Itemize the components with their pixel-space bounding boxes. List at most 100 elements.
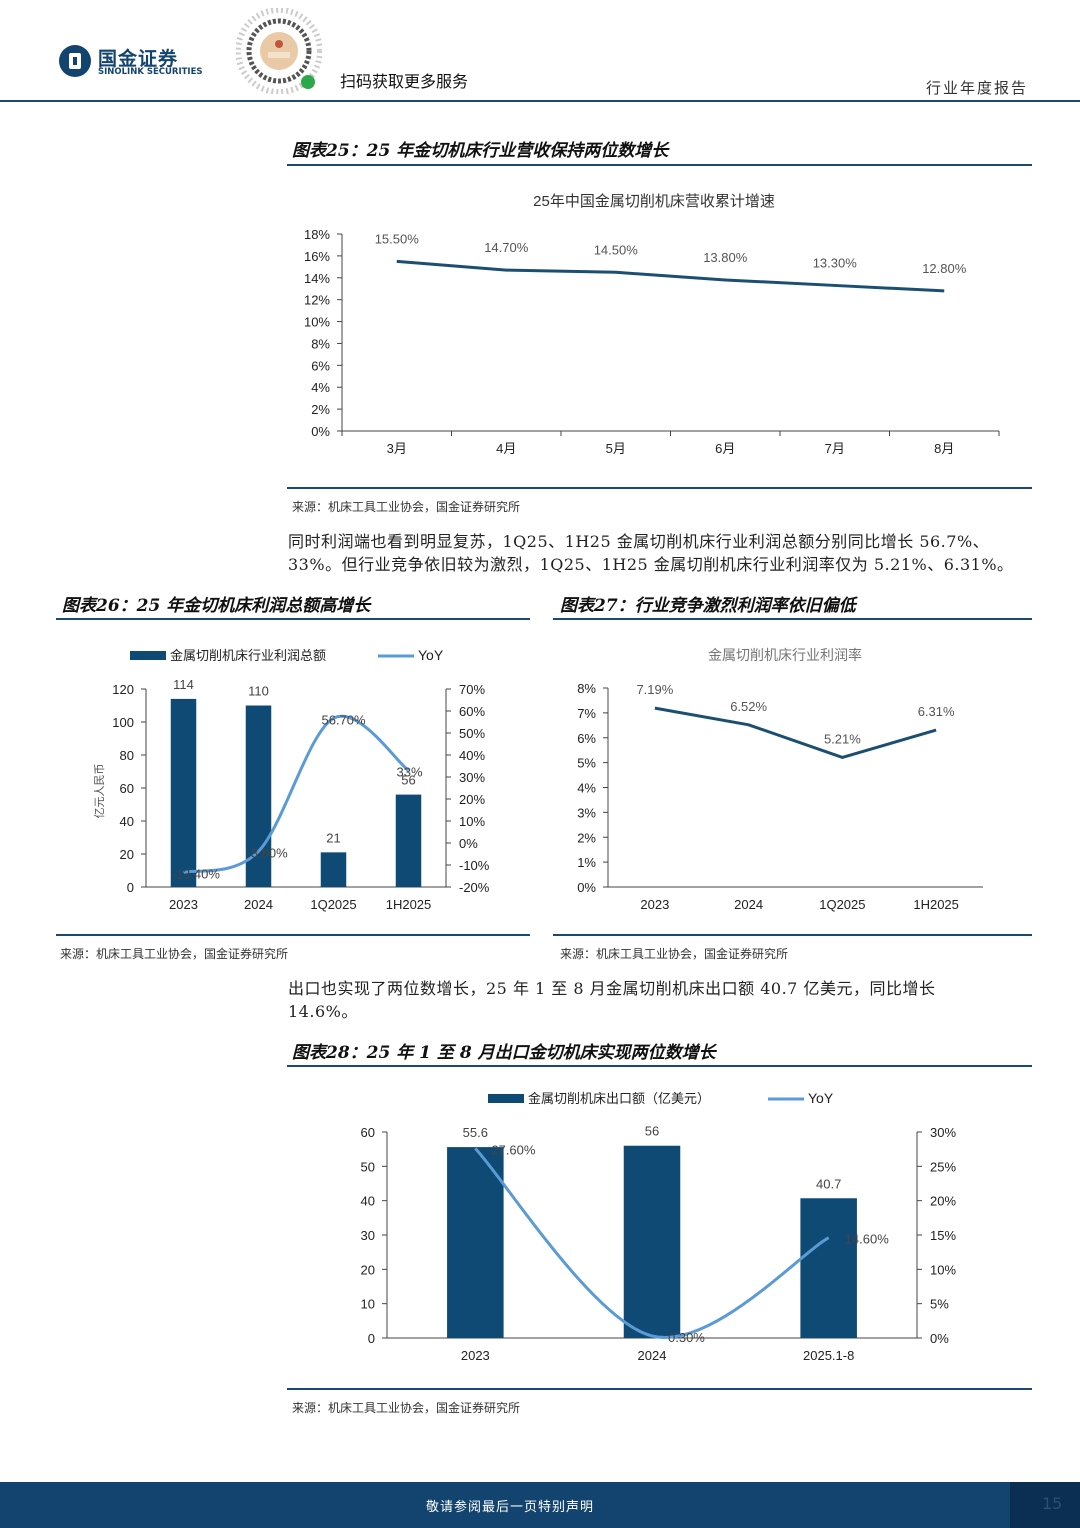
paragraph-export: 出口也实现了两位数增长，25 年 1 至 8 月金属切削机床出口额 40.7 亿… (288, 977, 1033, 1023)
fig27-source: 来源：机床工具工业协会，国金证券研究所 (560, 947, 789, 961)
fig25-xtick-label: 4月 (496, 441, 516, 456)
fig28-ytick-label: 30 (361, 1228, 375, 1243)
fig26-ytick-label: 60 (120, 781, 134, 796)
fig25-data-label: 15.50% (375, 231, 420, 246)
fig28-y2tick-label: 15% (930, 1228, 956, 1243)
fig25-data-label: 12.80% (922, 261, 967, 276)
fig25-data-label: 13.30% (813, 255, 858, 270)
header-divider (0, 100, 1080, 102)
fig27-data-label: 7.19% (636, 682, 673, 697)
fig27-ytick-label: 2% (577, 830, 596, 845)
fig28-caption: 图表28：25 年 1 至 8 月出口金切机床实现两位数增长 (292, 1043, 716, 1063)
fig26-bar (395, 794, 422, 887)
paragraph-export-line2: 14.6%。 (288, 1002, 358, 1021)
fig26-xtick-label: 2023 (169, 897, 198, 912)
fig26-yoy-label: 33% (397, 764, 423, 779)
fig26-top-rule (56, 618, 530, 620)
fig26-ytick-label: 40 (120, 814, 134, 829)
fig26-legend-bar-swatch (130, 651, 166, 660)
fig28-legend-bar-swatch (488, 1094, 524, 1103)
fig25-source: 来源：机床工具工业协会，国金证券研究所 (292, 500, 521, 514)
fig28-xtick-label: 2023 (461, 1348, 490, 1363)
fig25-data-label: 14.70% (484, 240, 529, 255)
fig26-y2tick-label: -10% (459, 858, 490, 873)
fig28-legend-line-label: YoY (808, 1090, 834, 1106)
paragraph-profit-line2: 33%。但行业竞争依旧较为激烈，1Q25、1H25 金属切削机床行业利润率仅为 … (288, 555, 1014, 574)
fig28-ytick-label: 60 (361, 1125, 375, 1140)
paragraph-export-line1: 出口也实现了两位数增长，25 年 1 至 8 月金属切削机床出口额 40.7 亿… (288, 979, 936, 998)
fig26-source: 来源：机床工具工业协会，国金证券研究所 (60, 947, 289, 961)
fig26-y2tick-label: 40% (459, 748, 485, 763)
fig26-yoy-label: 56.70% (322, 712, 367, 727)
fig28-bottom-rule (287, 1388, 1032, 1390)
fig25-xtick-label: 8月 (934, 441, 954, 456)
fig25-data-label: 14.50% (594, 242, 639, 257)
fig28-ytick-label: 0 (368, 1331, 375, 1346)
fig26-bar-label: 114 (173, 677, 194, 692)
fig27-top-rule (553, 618, 1032, 620)
fig26-y2tick-label: -20% (459, 880, 490, 895)
fig27-bottom-rule (553, 934, 1032, 936)
fig27-data-label: 6.52% (730, 699, 767, 714)
fig27-ytick-label: 1% (577, 855, 596, 870)
fig28-xtick-label: 2025.1-8 (803, 1348, 854, 1363)
fig28-bar (623, 1145, 681, 1338)
qr-code[interactable] (235, 7, 323, 95)
fig28-bar (447, 1147, 504, 1338)
fig27-xtick-label: 2024 (734, 897, 763, 912)
fig26-y2tick-label: 10% (459, 814, 485, 829)
fig26-ylabel: 亿元人民币 (93, 764, 106, 819)
fig26-bar-label: 21 (326, 830, 340, 845)
fig28-yoy-label: 0.30% (668, 1330, 705, 1345)
fig27-ytick-label: 4% (577, 781, 596, 796)
fig28-bar-label: 55.6 (463, 1125, 488, 1140)
fig27-ytick-label: 5% (577, 756, 596, 771)
fig26-bottom-rule (56, 934, 530, 936)
fig26-legend-line-label: YoY (418, 647, 444, 663)
fig25-xtick-label: 5月 (606, 441, 626, 456)
fig27-series-line (654, 706, 937, 759)
fig28-y2tick-label: 0% (930, 1331, 949, 1346)
fig25-ytick-label: 10% (304, 315, 330, 330)
fig25-chart: 25年中国金属切削机床营收累计增速 0% 2% 4% 6% 8% 10% 12% 14% 16%… (304, 193, 1000, 456)
fig27-data-label: 5.21% (824, 731, 861, 746)
fig28-top-rule (287, 1065, 1032, 1067)
fig26-ytick-label: 120 (112, 682, 134, 697)
fig25-ytick-label: 6% (311, 358, 330, 373)
logo-mark-icon (59, 45, 91, 77)
fig27-xtick-label: 1Q2025 (819, 897, 865, 912)
fig26-bar (320, 852, 347, 887)
company-logo (58, 44, 92, 78)
fig28-source: 来源：机床工具工业协会，国金证券研究所 (292, 1401, 521, 1415)
fig26-ytick-label: 20 (120, 847, 134, 862)
fig27-caption: 图表27：行业竞争激烈利润率依旧偏低 (560, 596, 856, 616)
fig28-yoy-line (474, 1147, 830, 1339)
fig25-ytick-label: 18% (304, 227, 330, 242)
fig26-bar-label: 110 (248, 684, 269, 699)
fig26-yoy-label: -3.80% (247, 845, 289, 860)
fig28-y2tick-label: 20% (930, 1194, 956, 1209)
fig28-ytick-label: 20 (361, 1262, 375, 1277)
company-name-en: SINOLINK SECURITIES (98, 67, 203, 77)
fig25-series-line (396, 259, 945, 293)
report-type: 行业年度报告 (926, 79, 1029, 97)
fig25-title: 25年中国金属切削机床营收累计增速 (533, 193, 775, 210)
fig27-xtick-label: 1H2025 (913, 897, 959, 912)
fig25-ytick-label: 14% (304, 271, 330, 286)
fig28-chart: 金属切削机床出口额（亿美元） YoY 0 10 20 30 40 50 60 0% 5% 10% 1… (361, 1090, 957, 1363)
company-name-cn: 国金证券 (98, 48, 179, 70)
fig28-ytick-label: 50 (361, 1159, 375, 1174)
fig27-ytick-label: 6% (577, 731, 596, 746)
qr-code-icon (235, 7, 323, 95)
fig26-ytick-label: 80 (120, 748, 134, 763)
fig26-yoy-label: -13.40% (172, 866, 221, 881)
fig26-yoy-line (183, 714, 410, 874)
page-number: 15 (1042, 1494, 1063, 1513)
fig26-xtick-label: 2024 (244, 897, 273, 912)
footer-disclaimer[interactable]: 敬请参阅最后一页特别声明 (426, 1500, 595, 1515)
fig28-y2tick-label: 30% (930, 1125, 956, 1140)
fig28-y2tick-label: 5% (930, 1297, 949, 1312)
fig25-ytick-label: 8% (311, 336, 330, 351)
fig28-ytick-label: 10 (361, 1297, 375, 1312)
fig28-y2tick-label: 25% (930, 1159, 956, 1174)
